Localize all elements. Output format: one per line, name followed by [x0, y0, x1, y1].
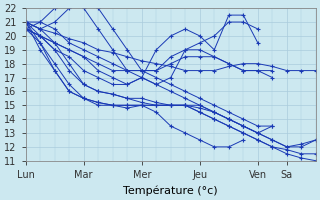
X-axis label: Température (°c): Température (°c) [124, 185, 218, 196]
